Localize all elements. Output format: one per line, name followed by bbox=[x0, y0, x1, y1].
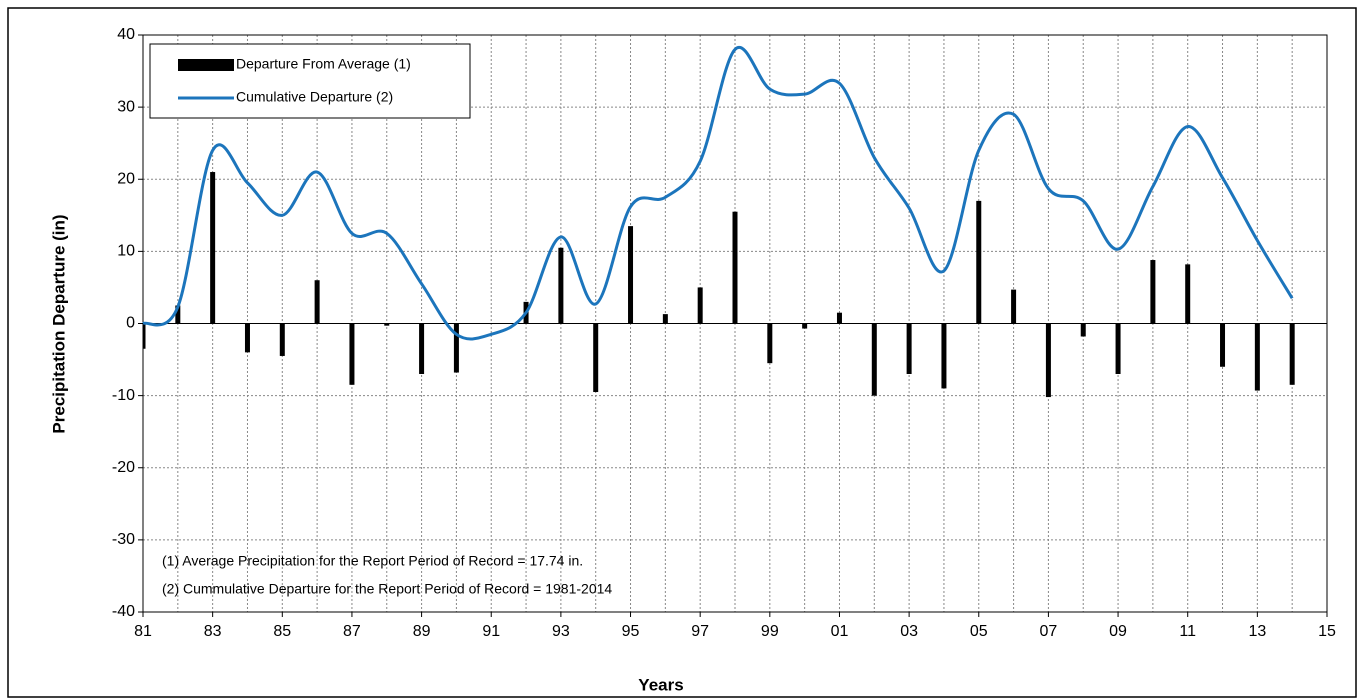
bar bbox=[1150, 260, 1156, 324]
bar bbox=[941, 323, 947, 389]
y-tick-label: -30 bbox=[112, 531, 135, 548]
x-tick-label: 85 bbox=[273, 623, 291, 640]
x-tick-label: 89 bbox=[413, 623, 431, 640]
x-tick-label: 11 bbox=[1179, 623, 1196, 640]
x-axis-title: Years bbox=[638, 675, 683, 694]
bar bbox=[1254, 323, 1260, 391]
y-tick-label: -40 bbox=[112, 603, 135, 620]
bar bbox=[279, 323, 285, 356]
x-tick-label: 07 bbox=[1040, 623, 1058, 640]
bar bbox=[1045, 323, 1051, 398]
annotation: (2) Cummulative Departure for the Report… bbox=[162, 581, 612, 597]
bar bbox=[1080, 323, 1086, 337]
bar bbox=[906, 323, 912, 374]
y-tick-label: -20 bbox=[112, 459, 135, 476]
bar bbox=[767, 323, 773, 364]
bar bbox=[802, 323, 808, 329]
x-tick-label: 97 bbox=[691, 623, 709, 640]
bar bbox=[976, 200, 982, 324]
bar bbox=[836, 312, 842, 324]
bar bbox=[1220, 323, 1226, 367]
bar bbox=[1185, 264, 1191, 324]
x-tick-label: 91 bbox=[482, 623, 500, 640]
x-tick-label: 03 bbox=[900, 623, 918, 640]
bar bbox=[662, 314, 668, 324]
line bbox=[142, 45, 1294, 341]
y-tick-label: 10 bbox=[117, 243, 135, 260]
bar bbox=[558, 247, 564, 324]
x-tick-label: 09 bbox=[1109, 623, 1127, 640]
y-tick-label: 0 bbox=[126, 315, 135, 332]
bar bbox=[314, 280, 320, 324]
x-tick-label: 05 bbox=[970, 623, 988, 640]
bar bbox=[175, 305, 181, 324]
y-tick-label: 40 bbox=[117, 26, 135, 43]
bar bbox=[419, 323, 425, 374]
x-tick-label: 95 bbox=[622, 623, 640, 640]
y-tick-label: 20 bbox=[117, 170, 135, 187]
bar bbox=[244, 323, 250, 353]
x-tick-label: 83 bbox=[204, 623, 222, 640]
legend-box bbox=[149, 43, 471, 119]
bar bbox=[349, 323, 355, 385]
bar bbox=[1011, 289, 1017, 324]
bar bbox=[697, 287, 703, 324]
x-tick-label: 01 bbox=[831, 623, 849, 640]
legend-label: Cumulative Departure (2) bbox=[236, 89, 393, 105]
bar bbox=[384, 323, 390, 326]
y-tick-label: 30 bbox=[117, 98, 135, 115]
annotation: (1) Average Precipitation for the Report… bbox=[162, 553, 583, 569]
x-tick-label: 15 bbox=[1318, 623, 1336, 640]
y-axis-title: Precipitation Departure (in) bbox=[49, 214, 68, 433]
legend: Departure From Average (1) Cumulative Dep… bbox=[149, 43, 471, 119]
legend-label: Departure From Average (1) bbox=[236, 56, 411, 72]
bar bbox=[593, 323, 599, 393]
legend-swatch bbox=[178, 59, 234, 71]
bar bbox=[1289, 323, 1295, 385]
x-tick-label: 81 bbox=[134, 623, 152, 640]
bar bbox=[628, 226, 634, 324]
bar bbox=[210, 172, 216, 324]
bar bbox=[1115, 323, 1121, 374]
x-tick-label: 87 bbox=[343, 623, 361, 640]
chart-border bbox=[7, 7, 1357, 698]
bar bbox=[871, 323, 877, 396]
bar bbox=[143, 323, 146, 349]
x-tick-label: 99 bbox=[761, 623, 779, 640]
x-tick-label: 13 bbox=[1248, 623, 1266, 640]
y-tick-label: -10 bbox=[112, 387, 135, 404]
bar bbox=[732, 211, 738, 324]
x-tick-label: 93 bbox=[552, 623, 570, 640]
bar bbox=[453, 323, 459, 373]
